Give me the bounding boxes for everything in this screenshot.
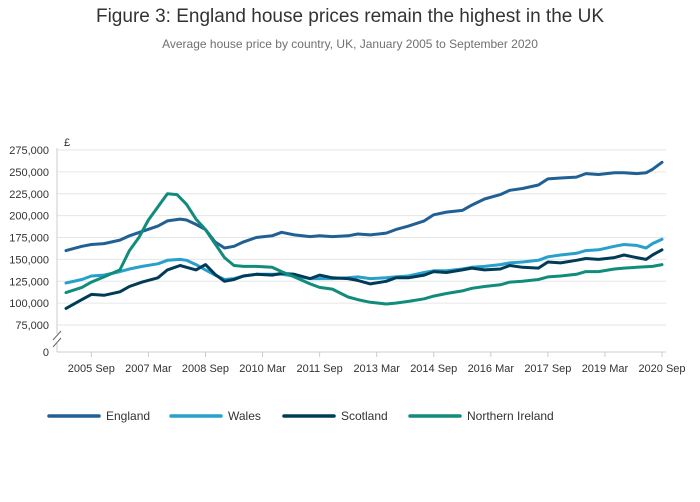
y-tick-label: 225,000: [9, 189, 49, 201]
x-tick-label: 2014 Sep: [410, 363, 457, 375]
legend-label-england: England: [106, 409, 150, 423]
y-axis-label: £: [64, 137, 70, 149]
legend-label-wales: Wales: [228, 409, 261, 423]
x-tick-label: 2013 Mar: [353, 363, 400, 375]
x-tick-label: 2017 Sep: [524, 363, 571, 375]
legend[interactable]: England Wales Scotland Northern Ireland: [47, 409, 554, 423]
series-line-england: [64, 160, 664, 253]
axes: 0 75,000 100,000 125,000 150,000 175,000 200,0…: [9, 137, 685, 375]
x-tick-label: 2020 Sep: [638, 363, 685, 375]
x-tick-label: 2005 Sep: [68, 363, 115, 375]
series-lines: [64, 160, 664, 310]
x-tick-label: 2008 Sep: [182, 363, 229, 375]
legend-item-northern-ireland[interactable]: Northern Ireland: [408, 409, 554, 423]
chart-subtitle: Average house price by country, UK, Janu…: [162, 37, 538, 51]
y-tick-label: 125,000: [9, 276, 49, 288]
gridlines: [57, 149, 666, 326]
y-tick-label: 250,000: [9, 167, 49, 179]
series-line-northern-ireland: [64, 192, 664, 306]
x-tick-label: 2019 Mar: [582, 363, 629, 375]
x-tick-label: 2010 Mar: [239, 363, 286, 375]
legend-item-england[interactable]: England: [47, 409, 150, 423]
legend-label-northern-ireland: Northern Ireland: [467, 409, 554, 423]
x-tick-label: 2007 Mar: [125, 363, 172, 375]
legend-item-wales[interactable]: Wales: [169, 409, 261, 423]
y-tick-label: 75,000: [15, 320, 49, 332]
y-tick-label: 200,000: [9, 211, 49, 223]
legend-item-scotland[interactable]: Scotland: [282, 409, 388, 423]
legend-label-scotland: Scotland: [341, 409, 388, 423]
chart-title: Figure 3: England house prices remain th…: [95, 6, 605, 27]
y-tick-label: 150,000: [9, 254, 49, 266]
axis-break-mark: [52, 330, 62, 341]
y-tick-label: 175,000: [9, 233, 49, 245]
series-line-wales: [64, 237, 664, 285]
y-tick-label: 100,000: [9, 298, 49, 310]
y-tick-label: 275,000: [9, 145, 49, 157]
series-line-scotland: [64, 248, 664, 310]
axis-break-mark: [52, 337, 62, 348]
x-tick-label: 2011 Sep: [296, 363, 342, 375]
y-tick-label: 0: [43, 347, 49, 359]
x-tick-label: 2016 Mar: [468, 363, 515, 375]
